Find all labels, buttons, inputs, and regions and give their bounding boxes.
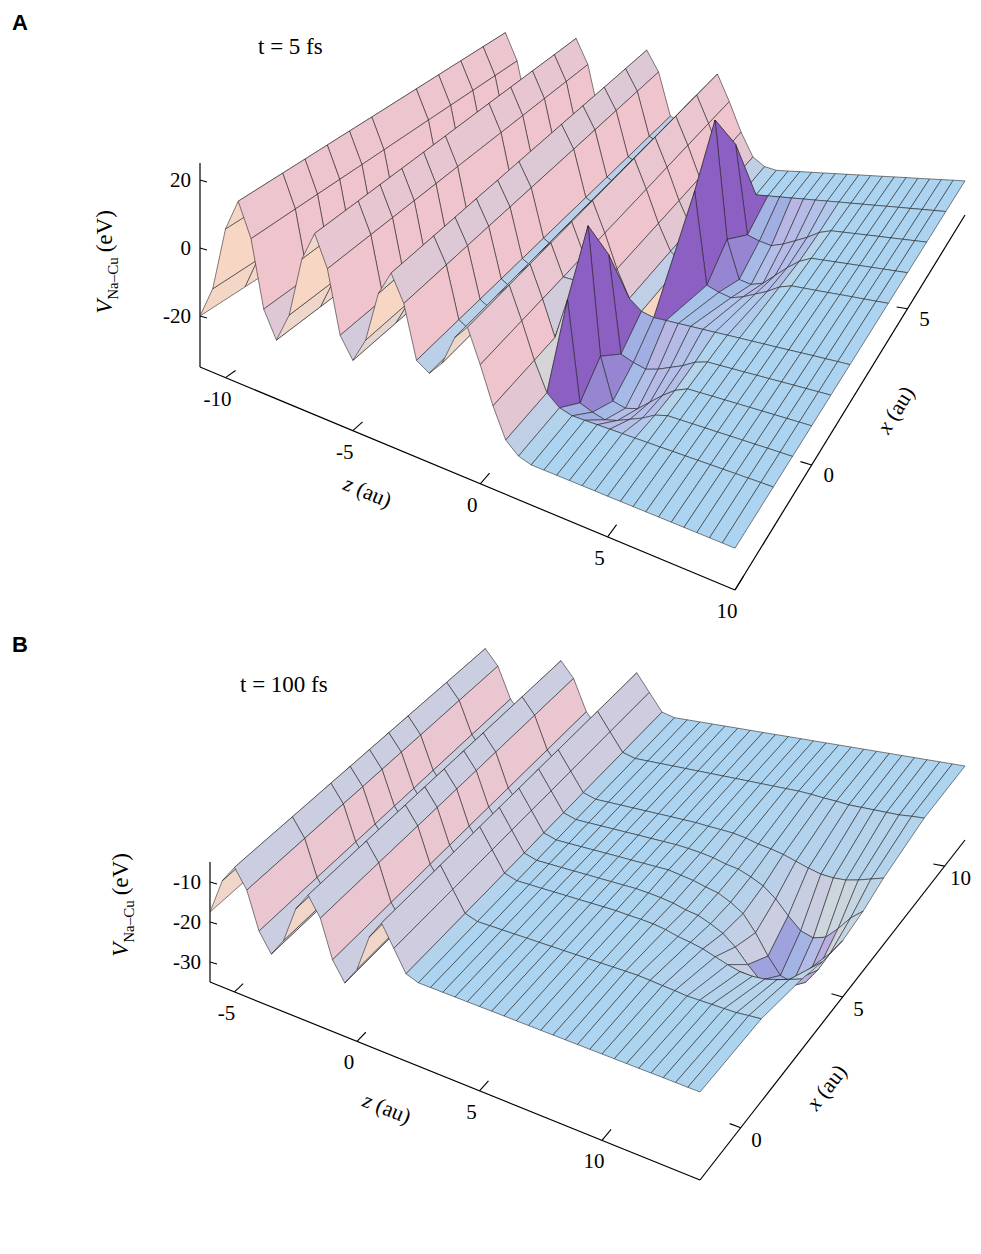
y-axis-line xyxy=(199,163,200,367)
surface-cell xyxy=(915,211,946,243)
panel-b: -30-20-10-50510z (au)0510x (au)VNa–Cu(eV… xyxy=(12,632,971,1180)
surface-cell xyxy=(876,271,907,303)
x-axis-unit: (au) xyxy=(807,1059,852,1107)
surface-cell xyxy=(851,878,884,918)
z-tick xyxy=(480,1081,489,1091)
z-tick xyxy=(602,1129,611,1140)
surface-cell xyxy=(780,422,812,456)
z-tick xyxy=(235,984,244,992)
surface-cell xyxy=(417,320,472,374)
x-axis-line xyxy=(735,215,965,590)
surface xyxy=(200,33,965,549)
z-tick xyxy=(225,370,235,377)
panel-letter: A xyxy=(12,10,28,35)
axes xyxy=(210,840,965,1180)
y-axis-title: VNa–Cu(eV) xyxy=(92,210,121,314)
surface-cell xyxy=(790,962,823,980)
x-tick-label: 0 xyxy=(823,463,834,487)
y-tick-label: 20 xyxy=(170,168,191,192)
y-tick xyxy=(210,882,217,884)
z-axis-line xyxy=(200,367,735,590)
y-axis-title: VNa–Cu(eV) xyxy=(108,853,137,957)
z-tick-label: 5 xyxy=(594,546,605,570)
x-tick-label: 0 xyxy=(751,1128,762,1152)
z-axis-title: z (au) xyxy=(339,470,395,512)
panel-letter: B xyxy=(12,632,28,657)
y-tick xyxy=(200,248,207,250)
x-tick-label: 5 xyxy=(853,997,864,1021)
annotation: t = 100 fs xyxy=(240,672,328,697)
z-tick-label: -5 xyxy=(218,1001,236,1025)
x-tick xyxy=(897,307,908,309)
y-axis-unit: (eV) xyxy=(92,210,117,252)
z-tick-label: 0 xyxy=(467,493,478,517)
y-tick xyxy=(200,180,207,182)
surface xyxy=(210,649,965,1092)
y-axis-subscript: Na–Cu xyxy=(105,257,121,300)
y-tick xyxy=(200,316,207,318)
z-tick xyxy=(480,473,489,484)
annotation: t = 5 fs xyxy=(258,34,323,59)
z-tick xyxy=(735,576,744,590)
z-tick-label: 5 xyxy=(466,1100,477,1124)
x-axis-title: x (au) xyxy=(871,382,919,439)
z-tick-label: 10 xyxy=(717,599,738,623)
z-axis-title: z (au) xyxy=(359,1087,415,1129)
axes xyxy=(200,163,965,590)
surface-cell xyxy=(819,362,851,396)
panel-a: -20020-10-50510z (au)05x (au)VNa–Cu(eV)t… xyxy=(12,10,965,623)
z-tick-label: -5 xyxy=(336,440,354,464)
surface-cell xyxy=(722,483,773,549)
surface-cell xyxy=(830,911,863,953)
y-tick-label: -20 xyxy=(163,304,191,328)
x-axis-unit: (au) xyxy=(877,382,920,430)
surface-cell xyxy=(547,300,580,408)
y-tick xyxy=(210,922,217,924)
z-tick xyxy=(357,1032,366,1041)
x-tick xyxy=(831,994,842,997)
x-tick-label: 5 xyxy=(919,307,930,331)
y-tick xyxy=(210,962,217,964)
x-tick xyxy=(933,864,944,866)
surface-cell xyxy=(934,180,965,211)
y-tick-label: -30 xyxy=(173,950,201,974)
surface-cell xyxy=(799,392,831,426)
surface-cell xyxy=(688,1016,761,1092)
surface-cell xyxy=(896,241,927,273)
x-axis-title: x (au) xyxy=(800,1059,851,1115)
y-axis-unit: (eV) xyxy=(108,853,133,895)
surface-cell xyxy=(761,452,793,487)
x-axis-line xyxy=(700,840,965,1180)
surface-cell xyxy=(871,816,924,879)
surface-cell xyxy=(912,764,965,818)
z-tick xyxy=(608,525,617,537)
y-axis-subscript: Na–Cu xyxy=(121,900,137,943)
x-tick xyxy=(800,462,811,465)
x-tick xyxy=(730,1124,741,1128)
figure: -20020-10-50510z (au)05x (au)VNa–Cu(eV)t… xyxy=(0,0,981,1254)
z-axis-unit: (au) xyxy=(367,1090,414,1129)
labels: -20020-10-50510z (au)05x (au)VNa–Cu(eV)t… xyxy=(12,10,930,623)
z-axis-unit: (au) xyxy=(348,474,395,513)
z-tick xyxy=(353,422,363,431)
y-tick-label: 0 xyxy=(181,236,192,260)
surface-cell xyxy=(810,941,843,969)
z-tick-label: 0 xyxy=(344,1050,355,1074)
surface-cell xyxy=(838,301,889,364)
y-tick-label: -20 xyxy=(173,910,201,934)
z-tick-label: 10 xyxy=(584,1149,605,1173)
labels: -30-20-10-50510z (au)0510x (au)VNa–Cu(eV… xyxy=(12,632,971,1173)
surface-cell xyxy=(749,979,802,1019)
y-tick-label: -10 xyxy=(173,870,201,894)
x-tick-label: 10 xyxy=(950,866,971,890)
z-tick-label: -10 xyxy=(203,387,231,411)
